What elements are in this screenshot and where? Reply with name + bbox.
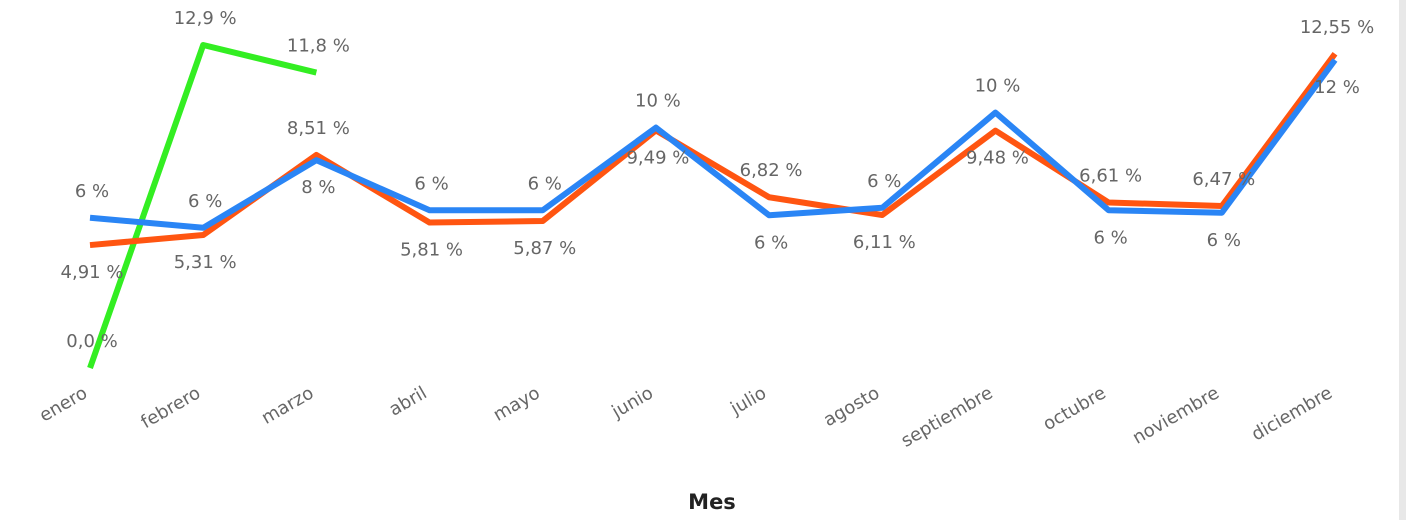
data-label: 6 %	[1093, 227, 1127, 248]
data-label: 12,9 %	[174, 8, 237, 29]
data-label: 8 %	[301, 177, 335, 198]
data-label: 6 %	[867, 171, 901, 192]
x-tick-label: enero	[36, 382, 91, 426]
series-line	[89, 58, 1338, 231]
x-tick-label: marzo	[258, 382, 317, 428]
x-tick-label: octubre	[1039, 382, 1109, 435]
x-tick-label: noviembre	[1129, 382, 1223, 448]
x-tick-label: abril	[386, 382, 431, 420]
x-tick-label: agosto	[820, 382, 883, 431]
data-label: 5,31 %	[174, 252, 237, 273]
data-label: 5,81 %	[400, 240, 463, 261]
x-tick-label: diciembre	[1248, 382, 1336, 445]
x-tick-label: febrero	[137, 382, 204, 433]
data-label: 10 %	[975, 76, 1021, 97]
data-label: 11,8 %	[287, 36, 350, 57]
scrollbar	[1399, 0, 1406, 520]
x-tick-label: julio	[726, 382, 770, 419]
data-label: 8,51 %	[287, 118, 350, 139]
data-label: 9,49 %	[626, 147, 689, 168]
data-label: 9,48 %	[966, 148, 1029, 169]
series-line	[87, 42, 318, 369]
data-label: 6 %	[1207, 230, 1241, 251]
data-label: 6 %	[188, 191, 222, 212]
x-axis-title: Mes	[688, 490, 736, 514]
data-label: 0,0 %	[66, 331, 117, 352]
x-tick-label: mayo	[490, 382, 544, 425]
data-label: 6 %	[414, 173, 448, 194]
data-label: 6,47 %	[1192, 169, 1255, 190]
data-label: 6,61 %	[1079, 165, 1142, 186]
data-label: 6,11 %	[853, 232, 916, 253]
data-label: 12 %	[1314, 77, 1360, 98]
data-label: 6 %	[528, 173, 562, 194]
series-line	[89, 51, 1338, 249]
data-label: 6,82 %	[740, 160, 803, 181]
data-label: 12,55 %	[1300, 17, 1374, 38]
data-label: 4,91 %	[61, 262, 124, 283]
x-tick-label: septiembre	[898, 382, 997, 451]
data-label: 5,87 %	[513, 238, 576, 259]
data-label: 10 %	[635, 91, 681, 112]
data-label: 6 %	[754, 232, 788, 253]
x-tick-label: junio	[608, 382, 657, 423]
data-label: 6 %	[75, 181, 109, 202]
